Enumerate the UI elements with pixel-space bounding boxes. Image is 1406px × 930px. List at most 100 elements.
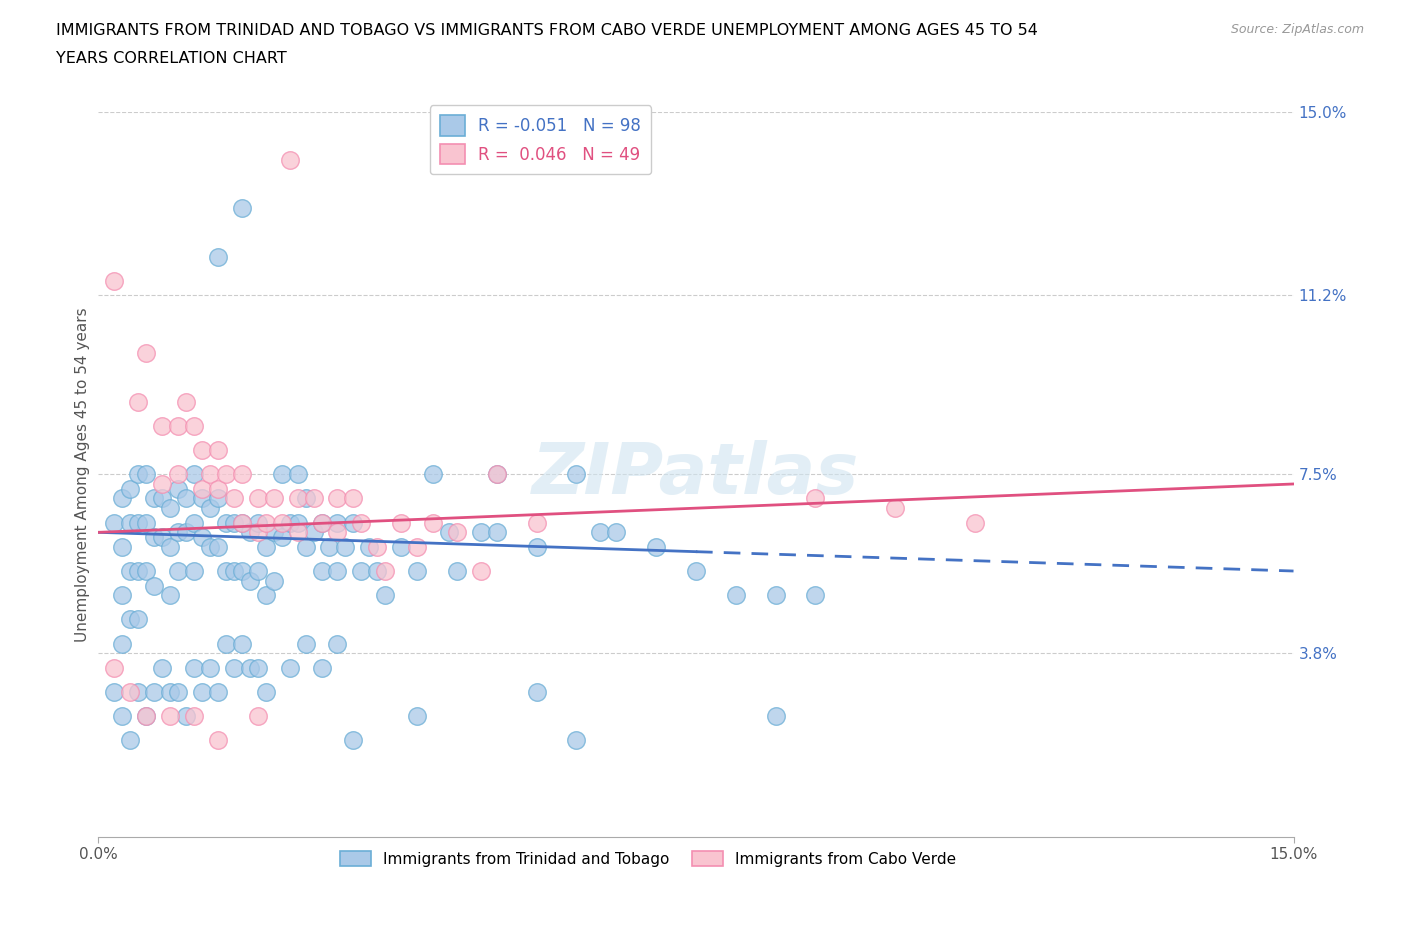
Point: [446, 564, 468, 578]
Point: [239, 660, 262, 675]
Point: [150, 491, 173, 506]
Point: [270, 467, 292, 482]
Point: [120, 564, 142, 578]
Point: [446, 525, 468, 539]
Point: [207, 539, 229, 554]
Point: [270, 515, 292, 530]
Text: ZIPatlas: ZIPatlas: [533, 440, 859, 509]
Point: [135, 467, 157, 482]
Point: [389, 515, 412, 530]
Point: [884, 500, 907, 515]
Point: [222, 564, 245, 578]
Point: [278, 153, 301, 167]
Point: [724, 588, 747, 603]
Point: [150, 476, 173, 491]
Point: [311, 564, 333, 578]
Point: [159, 709, 181, 724]
Point: [150, 530, 173, 545]
Point: [111, 588, 134, 603]
Point: [143, 578, 166, 593]
Point: [246, 525, 269, 539]
Point: [485, 467, 508, 482]
Point: [143, 491, 166, 506]
Point: [287, 525, 309, 539]
Point: [765, 588, 787, 603]
Point: [326, 491, 349, 506]
Point: [207, 684, 229, 699]
Point: [246, 564, 269, 578]
Point: [350, 515, 373, 530]
Point: [254, 684, 277, 699]
Point: [278, 515, 301, 530]
Point: [167, 525, 190, 539]
Point: [645, 539, 668, 554]
Point: [311, 515, 333, 530]
Point: [526, 684, 548, 699]
Point: [135, 564, 157, 578]
Point: [159, 539, 181, 554]
Point: [103, 660, 125, 675]
Point: [191, 491, 214, 506]
Point: [174, 491, 197, 506]
Point: [374, 564, 396, 578]
Point: [263, 525, 285, 539]
Point: [191, 482, 214, 497]
Point: [207, 482, 229, 497]
Point: [437, 525, 460, 539]
Point: [366, 564, 388, 578]
Point: [239, 573, 262, 588]
Point: [198, 660, 221, 675]
Point: [287, 515, 309, 530]
Point: [254, 539, 277, 554]
Point: [207, 443, 229, 458]
Point: [804, 491, 827, 506]
Point: [246, 515, 269, 530]
Point: [311, 660, 333, 675]
Point: [150, 660, 173, 675]
Point: [183, 418, 205, 433]
Point: [231, 467, 253, 482]
Point: [127, 394, 149, 409]
Point: [222, 515, 245, 530]
Point: [191, 443, 214, 458]
Point: [159, 500, 181, 515]
Point: [135, 515, 157, 530]
Point: [302, 491, 325, 506]
Point: [174, 709, 197, 724]
Point: [342, 515, 364, 530]
Point: [565, 467, 588, 482]
Point: [167, 564, 190, 578]
Point: [207, 249, 229, 264]
Point: [215, 636, 238, 651]
Point: [207, 491, 229, 506]
Point: [159, 588, 181, 603]
Point: [246, 491, 269, 506]
Point: [111, 539, 134, 554]
Point: [263, 491, 285, 506]
Point: [127, 564, 149, 578]
Point: [222, 660, 245, 675]
Point: [254, 588, 277, 603]
Point: [342, 733, 364, 748]
Point: [120, 482, 142, 497]
Point: [135, 709, 157, 724]
Point: [231, 636, 253, 651]
Point: [231, 515, 253, 530]
Point: [174, 394, 197, 409]
Point: [183, 467, 205, 482]
Y-axis label: Unemployment Among Ages 45 to 54 years: Unemployment Among Ages 45 to 54 years: [75, 307, 90, 642]
Point: [335, 539, 357, 554]
Point: [359, 539, 381, 554]
Point: [120, 612, 142, 627]
Point: [231, 515, 253, 530]
Point: [103, 515, 125, 530]
Point: [120, 684, 142, 699]
Point: [318, 539, 340, 554]
Text: IMMIGRANTS FROM TRINIDAD AND TOBAGO VS IMMIGRANTS FROM CABO VERDE UNEMPLOYMENT A: IMMIGRANTS FROM TRINIDAD AND TOBAGO VS I…: [56, 23, 1038, 38]
Point: [311, 515, 333, 530]
Legend: Immigrants from Trinidad and Tobago, Immigrants from Cabo Verde: Immigrants from Trinidad and Tobago, Imm…: [335, 844, 962, 873]
Point: [167, 482, 190, 497]
Point: [366, 539, 388, 554]
Point: [167, 418, 190, 433]
Point: [389, 539, 412, 554]
